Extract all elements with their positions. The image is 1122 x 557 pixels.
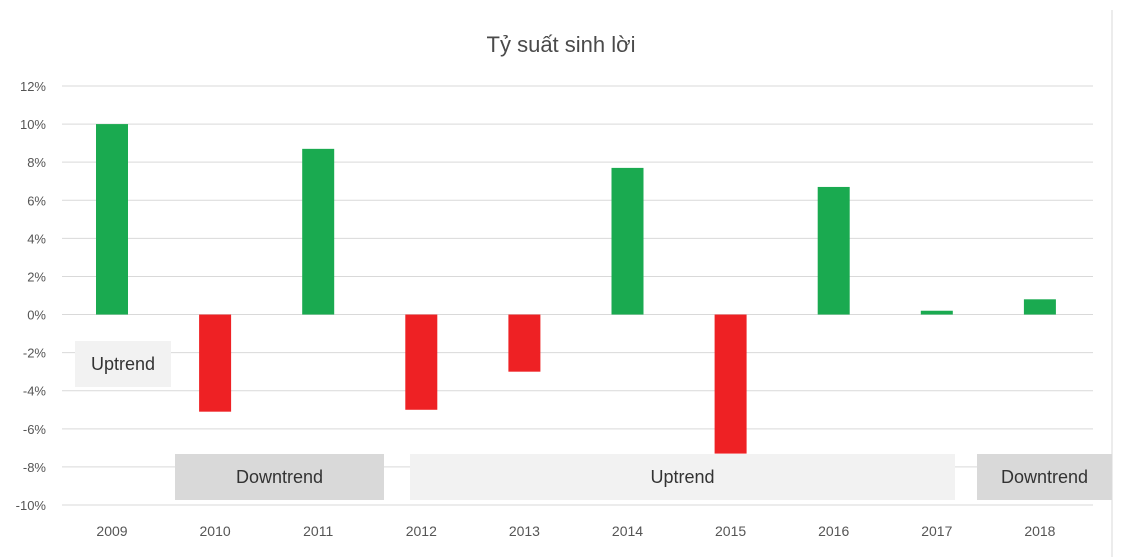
bars <box>96 124 1056 454</box>
trend-box <box>410 454 955 500</box>
y-tick-label: -10% <box>16 498 47 513</box>
x-tick-label: 2014 <box>612 523 643 539</box>
trend-annotations: Uptrend Downtrend Uptrend Downtrend <box>75 341 1112 500</box>
trend-label: Uptrend <box>650 467 714 487</box>
trend-label: Uptrend <box>91 354 155 374</box>
x-axis-ticks: 2009 2010 2011 2012 2013 2014 2015 2016 2017 2018 <box>96 523 1055 539</box>
x-tick-label: 2010 <box>200 523 231 539</box>
x-tick-label: 2015 <box>715 523 746 539</box>
y-tick-label: -6% <box>23 422 47 437</box>
y-axis-ticks: 12% 10% 8% 6% 4% 2% 0% -2% -4% -6% -8% -10% <box>16 79 47 513</box>
chart-title: Tỷ suất sinh lời <box>487 32 636 57</box>
x-tick-label: 2009 <box>96 523 127 539</box>
bar-2010 <box>199 314 232 412</box>
x-tick-label: 2017 <box>921 523 952 539</box>
bar-2018 <box>1023 299 1056 315</box>
y-tick-label: 10% <box>20 117 46 132</box>
bar-2015 <box>714 314 747 454</box>
x-tick-label: 2012 <box>406 523 437 539</box>
y-tick-label: 8% <box>27 155 46 170</box>
y-tick-label: -2% <box>23 346 47 361</box>
y-tick-label: 0% <box>27 308 46 323</box>
bar-2011 <box>302 148 335 315</box>
gridlines <box>62 85 1093 506</box>
y-tick-label: -8% <box>23 460 47 475</box>
y-tick-label: -4% <box>23 384 47 399</box>
trend-box <box>977 454 1112 500</box>
x-tick-label: 2013 <box>509 523 540 539</box>
bar-2017 <box>920 310 953 315</box>
y-tick-label: 2% <box>27 269 46 284</box>
y-tick-label: 12% <box>20 79 46 94</box>
x-tick-label: 2016 <box>818 523 849 539</box>
y-tick-label: 4% <box>27 231 46 246</box>
trend-box <box>175 454 384 500</box>
y-tick-label: 6% <box>27 193 46 208</box>
trend-box <box>75 341 171 387</box>
trend-label: Downtrend <box>236 467 323 487</box>
x-tick-label: 2011 <box>303 523 333 539</box>
bar-2012 <box>405 314 438 410</box>
bar-2009 <box>96 124 128 315</box>
x-tick-label: 2018 <box>1024 523 1055 539</box>
trend-label: Downtrend <box>1001 467 1088 487</box>
bar-2014 <box>611 167 644 315</box>
bar-2016 <box>817 186 850 315</box>
bar-2013 <box>508 314 541 372</box>
